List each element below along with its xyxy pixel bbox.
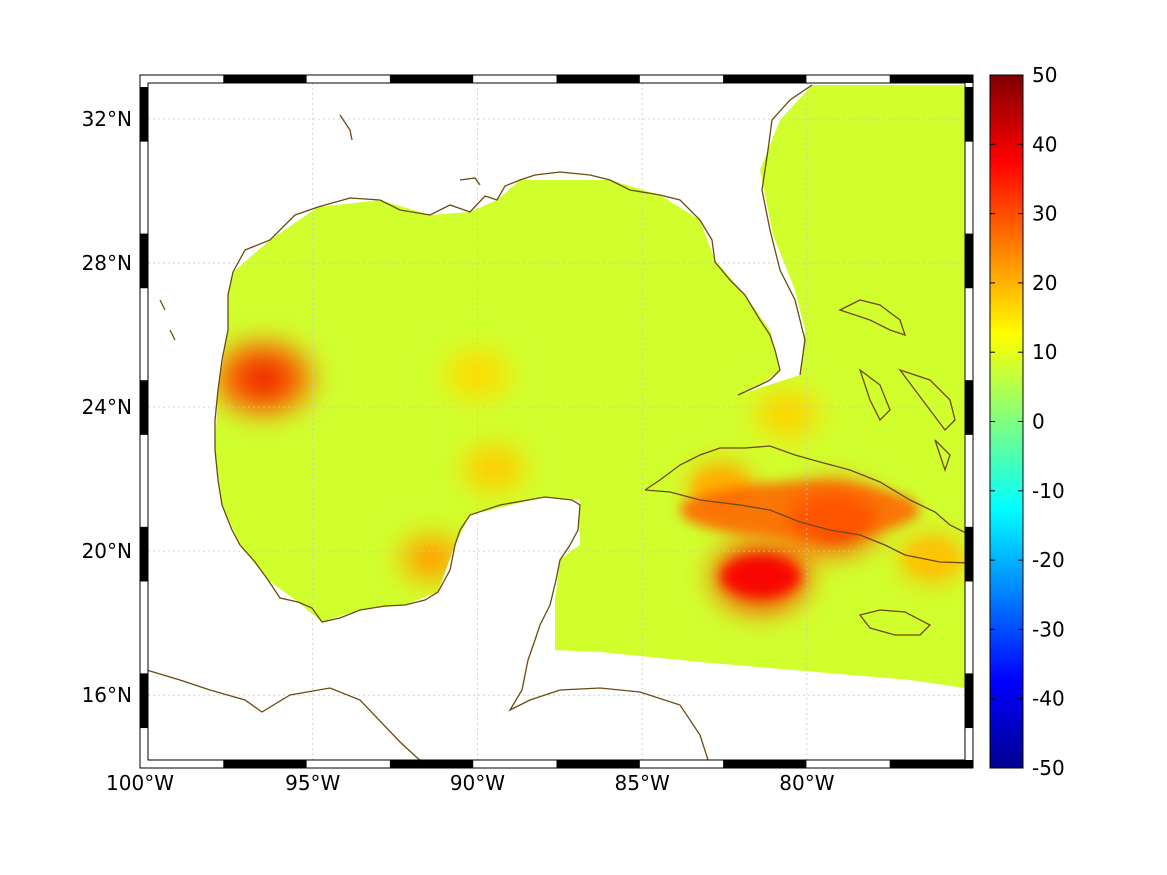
colorbar-tick-label: 20	[1032, 271, 1057, 295]
colorbar-tick-label: -30	[1032, 617, 1065, 641]
coastline-small-islands	[159, 114, 481, 341]
frame-segment-bottom	[389, 760, 474, 768]
lon-tick-label: 100°W	[106, 771, 174, 795]
frame-segment-right	[965, 380, 973, 435]
latitude-labels: 32°N 28°N 24°N 20°N 16°N	[82, 107, 132, 707]
frame-segment-right	[965, 233, 973, 289]
frame-segment-left	[140, 233, 148, 289]
frame-segment-top	[223, 75, 307, 83]
frame-segment-right	[965, 526, 973, 582]
frame-segment-top	[389, 75, 474, 83]
frame-segment-right	[965, 87, 973, 142]
frame-segment-bottom	[889, 760, 973, 768]
heat-field	[215, 85, 965, 688]
colorbar-tick-label: 10	[1032, 340, 1057, 364]
frame-segment-left	[140, 380, 148, 435]
coastline-bahamas	[838, 299, 956, 473]
lon-tick-label: 85°W	[615, 771, 670, 795]
colorbar-tick-label: 50	[1032, 63, 1057, 87]
colorbar-tick-label: -40	[1032, 687, 1065, 711]
grid-lines	[148, 83, 965, 760]
axes-frame	[139, 74, 974, 769]
florida-land	[700, 85, 812, 385]
cuba-heat-band	[680, 482, 920, 538]
coastline-belize-honduras	[508, 639, 709, 760]
colorbar-ticks: 50 40 30 20 10 0 -10 -20 -30 -40 -50	[990, 63, 1065, 780]
frame-segment-bottom	[223, 760, 307, 768]
colorbar-tick-label: 0	[1032, 410, 1045, 434]
lon-tick-label: 80°W	[779, 771, 834, 795]
island-heat-cuba-east-haiti	[904, 544, 961, 573]
colorbar-tick-label: 40	[1032, 132, 1057, 156]
coastline-jamaica	[858, 609, 932, 636]
lat-tick-label: 20°N	[82, 539, 132, 563]
island-heat-cayman-islands	[720, 556, 801, 597]
colorbar: 50 40 30 20 10 0 -10 -20 -30 -40 -50	[989, 63, 1065, 780]
longitude-labels: 100°W 95°W 90°W 85°W 80°W	[106, 771, 835, 795]
frame-segment-left	[140, 87, 148, 142]
hotspot-bay-of-campeche	[415, 546, 448, 571]
heat-background	[215, 85, 965, 688]
lat-tick-label: 32°N	[82, 107, 132, 131]
land-areas	[322, 85, 812, 740]
hotspot-campeche-bank	[477, 456, 510, 481]
colorbar-tick-label: -20	[1032, 548, 1065, 572]
frame-segment-right	[965, 673, 973, 729]
hotspot-florida-keys	[771, 402, 804, 427]
frame-segment-bottom	[723, 760, 807, 768]
colorbar-tick-label: -50	[1032, 756, 1065, 780]
frame-segment-top	[723, 75, 807, 83]
frame-segment-top	[556, 75, 640, 83]
frame-segment-left	[140, 673, 148, 729]
colorbar-tick-label: 30	[1032, 202, 1057, 226]
frame-segment-top	[889, 75, 973, 83]
hotspot-western-gulf-tamaulipas	[241, 360, 286, 397]
coastline-gulf-north	[148, 84, 813, 760]
coastlines	[148, 84, 965, 760]
colorbar-tick-label: -10	[1032, 479, 1065, 503]
lat-tick-label: 16°N	[82, 683, 132, 707]
lat-tick-label: 24°N	[82, 395, 132, 419]
frame-segment-left	[140, 526, 148, 582]
lon-tick-label: 95°W	[285, 771, 340, 795]
lat-tick-label: 28°N	[82, 251, 132, 275]
coastline-cuba	[644, 445, 965, 564]
coastline-mexico-west	[214, 271, 581, 641]
lon-tick-label: 90°W	[450, 771, 505, 795]
yucatan-land	[322, 497, 580, 740]
frame-segment-bottom	[556, 760, 640, 768]
colorbar-gradient	[989, 74, 1024, 769]
